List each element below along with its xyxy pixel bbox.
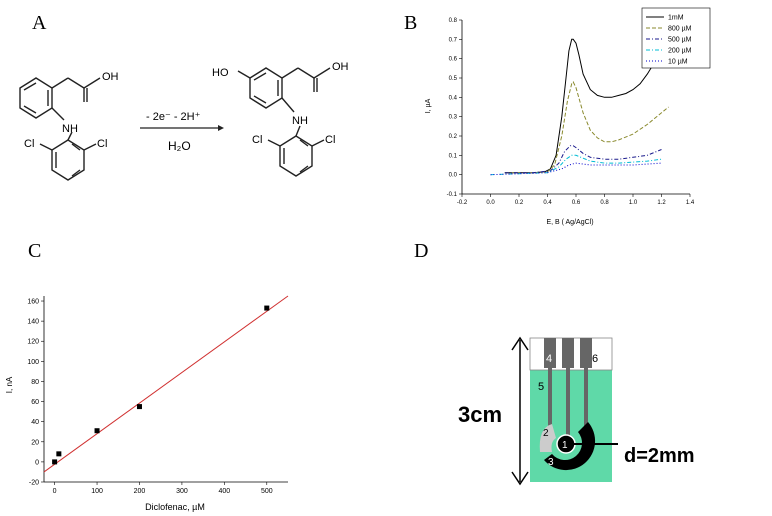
voltammogram-x-tick-label: 0.4 [543,200,552,206]
product-nh-label: NH [292,115,308,127]
product-cl-left-label: Cl [252,134,262,146]
voltammogram-legend-label: 500 µM [668,37,692,44]
calibration-y-tick-label: 140 [27,319,39,326]
voltammogram-x-tick-label: 1.4 [686,200,695,206]
calibration-y-axis-label: I, nA [5,376,14,393]
panel-label-a: A [32,12,47,34]
voltammogram-x-tick-label: -0.2 [457,200,468,206]
voltammogram-x-tick-label: 1.2 [657,200,666,206]
voltammogram-x-tick-label: 0.8 [600,200,609,206]
voltammogram-series-3 [490,154,662,176]
calibration-fit-line [43,295,289,473]
calibration-x-tick-label: 400 [219,488,231,495]
voltammogram-series-4 [490,162,662,176]
voltammogram-legend-label: 800 µM [668,26,692,33]
label-4: 4 [546,353,552,365]
calibration-data-point [94,428,100,434]
voltammogram-legend: 1mM 800 µM 500 µM 200 µM 10 µM [641,7,711,69]
calibration-y-tick-label: 60 [31,399,39,406]
arrow-top-label: - 2e⁻ - 2H⁺ [146,111,201,123]
voltammogram-y-tick-label: 0.0 [449,173,458,179]
voltammogram-y-axis-label: I, µA [425,98,432,113]
voltammogram-y-tick-label: -0.1 [447,192,458,198]
calibration-plot-area: 0 100 200 300 400 500 -20 0 20 40 60 80 100 120 140 160 [27,295,289,495]
electrode-diagram: 3cm 1 2 3 4 5 6 d=2mm [458,336,695,486]
product-molecule [237,67,331,177]
reactant-molecule [19,77,101,181]
reactant-cl-right-label: Cl [97,138,107,150]
calibration-x-tick-label: 500 [261,488,273,495]
connector-pin-middle [562,338,574,368]
label-2: 2 [543,428,549,439]
calibration-x-tick-label: 0 [53,488,57,495]
diameter-label: d=2mm [624,445,695,467]
voltammogram-x-tick-label: 0.0 [486,200,495,206]
panel-label-b: B [404,12,418,34]
counter-electrode [544,422,596,471]
voltammogram-y-tick-label: 0.6 [449,57,458,63]
voltammogram-legend-box [641,7,711,69]
label-6: 6 [592,353,598,365]
voltammogram-y-tick-label: 0.7 [449,37,458,43]
voltammogram-x-tick-label: 0.2 [515,200,524,206]
voltammogram-legend-label: 1mM [668,15,684,22]
voltammogram-y-tick-label: 0.1 [449,153,458,159]
voltammogram-chart: -0.2 0.0 0.2 0.4 0.6 0.8 1.0 1.2 1.4 -0.1 0.0 0.1 0.… [425,7,711,226]
label-5: 5 [538,381,544,393]
reaction-scheme: OH NH Cl Cl - 2e⁻ - 2H⁺ H₂O HO OH NH Cl … [19,61,349,181]
calibration-x-tick-label: 300 [176,488,188,495]
voltammogram-y-tick-label: 0.8 [449,18,458,24]
calibration-y-tick-label: 100 [27,359,39,366]
calibration-x-tick-label: 100 [91,488,103,495]
voltammogram-plot-area: -0.2 0.0 0.2 0.4 0.6 0.8 1.0 1.2 1.4 -0.1 0.0 0.1 0.… [447,18,695,206]
calibration-y-tick-label: 0 [35,459,39,466]
calibration-data-point [136,404,142,410]
reactant-cl-left-label: Cl [24,138,34,150]
calibration-data-point [56,451,62,457]
label-3: 3 [548,457,554,468]
panel-label-c: C [28,240,42,262]
voltammogram-series-0 [504,38,662,174]
reaction-arrowhead [218,125,224,131]
product-cl-right-label: Cl [325,134,335,146]
reactant-nh-label: NH [62,123,78,135]
calibration-y-tick-label: 80 [31,379,39,386]
height-arrow-bottom-head [511,471,529,486]
voltammogram-x-axis-label: E, B ( Ag/AgCl) [546,219,593,226]
voltammogram-legend-label: 200 µM [668,48,692,55]
height-arrow-top-head [511,336,529,351]
arrow-bottom-label: H₂O [168,139,191,153]
calibration-x-axis-label: Diclofenac, µM [145,502,205,512]
voltammogram-series-1 [504,80,669,174]
voltammogram-x-tick-label: 0.6 [572,200,581,206]
voltammogram-y-tick-label: 0.5 [449,76,458,82]
calibration-chart: 0 100 200 300 400 500 -20 0 20 40 60 80 100 120 140 160… [5,295,289,512]
voltammogram-y-tick-label: 0.4 [449,95,458,101]
calibration-x-tick-label: 200 [134,488,146,495]
calibration-y-tick-label: 120 [27,339,39,346]
connector-pin-right [580,338,592,368]
calibration-y-tick-label: 20 [31,439,39,446]
calibration-data-point [264,305,270,311]
voltammogram-y-tick-label: 0.3 [449,115,458,121]
calibration-y-tick-label: 160 [27,299,39,306]
calibration-data-point [52,459,58,465]
connector-pin-left [544,338,556,368]
voltammogram-y-tick-label: 0.2 [449,134,458,140]
label-1: 1 [562,440,568,451]
voltammogram-legend-label: 10 µM [668,59,688,66]
height-label: 3cm [458,402,502,427]
voltammogram-series-2 [504,145,662,174]
calibration-y-tick-label: -20 [29,480,39,487]
product-ho-label: HO [212,67,229,79]
product-oh-label: OH [332,61,349,73]
calibration-y-tick-label: 40 [31,419,39,426]
voltammogram-x-tick-label: 1.0 [629,200,638,206]
panel-label-d: D [414,240,429,262]
reference-electrode [539,424,556,452]
reactant-oh-label: OH [102,71,119,83]
